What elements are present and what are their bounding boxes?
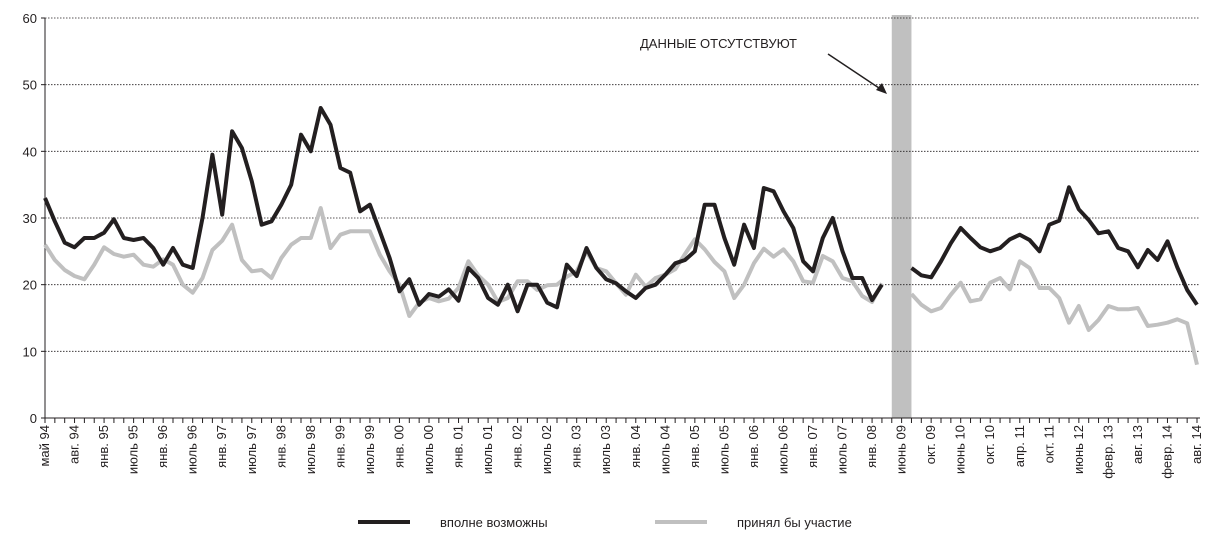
- x-tick-label: июль 00: [421, 425, 436, 474]
- x-tick-label: июль 04: [657, 425, 672, 474]
- x-tick-label: янв. 06: [746, 425, 761, 468]
- series-line: [43, 106, 1199, 314]
- x-tick-label: июнь 12: [1071, 425, 1086, 474]
- y-tick-label: 40: [23, 144, 37, 159]
- x-tick-label: окт. 11: [1041, 425, 1056, 463]
- missing-data-band: [891, 15, 912, 418]
- x-tick-label: июль 05: [716, 425, 731, 474]
- annotation-arrow: [827, 53, 883, 91]
- x-tick-label: июль 96: [185, 425, 200, 474]
- x-tick-label: окт. 10: [982, 425, 997, 464]
- x-tick-label: апр. 11: [1012, 425, 1027, 467]
- x-tick-label: янв. 99: [332, 425, 347, 468]
- y-tick-label: 10: [23, 344, 37, 359]
- x-tick-label: янв. 02: [510, 425, 525, 468]
- legend-label: вполне возможны: [440, 515, 548, 530]
- x-tick-label: янв. 04: [628, 425, 643, 468]
- x-tick-label: янв. 96: [155, 425, 170, 468]
- arrow-head: [876, 83, 887, 94]
- x-tick-label: май 94: [37, 425, 52, 467]
- x-tick-label: июль 99: [362, 425, 377, 474]
- x-tick-label: янв. 01: [451, 425, 466, 468]
- x-tick-label: июль 97: [244, 425, 259, 474]
- annotation: ДАННЫЕ ОТСУТСТВУЮТ: [640, 36, 797, 51]
- x-tick-label: июль 03: [598, 425, 613, 474]
- x-tick-label: июль 02: [539, 425, 554, 474]
- x-tick-label: янв. 95: [96, 425, 111, 468]
- x-tick-label: янв. 08: [864, 425, 879, 468]
- legend-label: принял бы участие: [737, 515, 852, 530]
- x-tick-label: янв. 07: [805, 425, 820, 468]
- series-line: [43, 206, 1199, 366]
- x-tick-label: авг. 14: [1189, 425, 1204, 464]
- x-tick-label: февр. 13: [1100, 425, 1115, 479]
- y-tick-label: 50: [23, 78, 37, 93]
- x-tick-label: авг. 13: [1130, 425, 1145, 464]
- x-tick-label: окт. 09: [923, 425, 938, 464]
- y-tick-label: 0: [30, 411, 37, 426]
- y-tick-label: 60: [23, 11, 37, 26]
- x-tick-label: янв. 05: [687, 425, 702, 468]
- x-tick-label: июль 07: [835, 425, 850, 474]
- y-tick-label: 20: [23, 278, 37, 293]
- x-tick-label: июль 01: [480, 425, 495, 474]
- x-tick-label: июнь 09: [894, 425, 909, 474]
- x-tick-label: янв. 97: [214, 425, 229, 468]
- x-tick-label: июнь 10: [953, 425, 968, 474]
- x-tick-label: янв. 98: [273, 425, 288, 468]
- x-tick-label: июль 06: [775, 425, 790, 474]
- y-tick-label: 30: [23, 211, 37, 226]
- x-tick-label: янв. 00: [391, 425, 406, 468]
- x-tick-label: июль 95: [126, 425, 141, 474]
- x-tick-label: авг. 94: [67, 425, 82, 464]
- x-tick-label: янв. 03: [569, 425, 584, 468]
- x-tick-label: февр. 14: [1159, 425, 1174, 479]
- x-tick-label: июль 98: [303, 425, 318, 474]
